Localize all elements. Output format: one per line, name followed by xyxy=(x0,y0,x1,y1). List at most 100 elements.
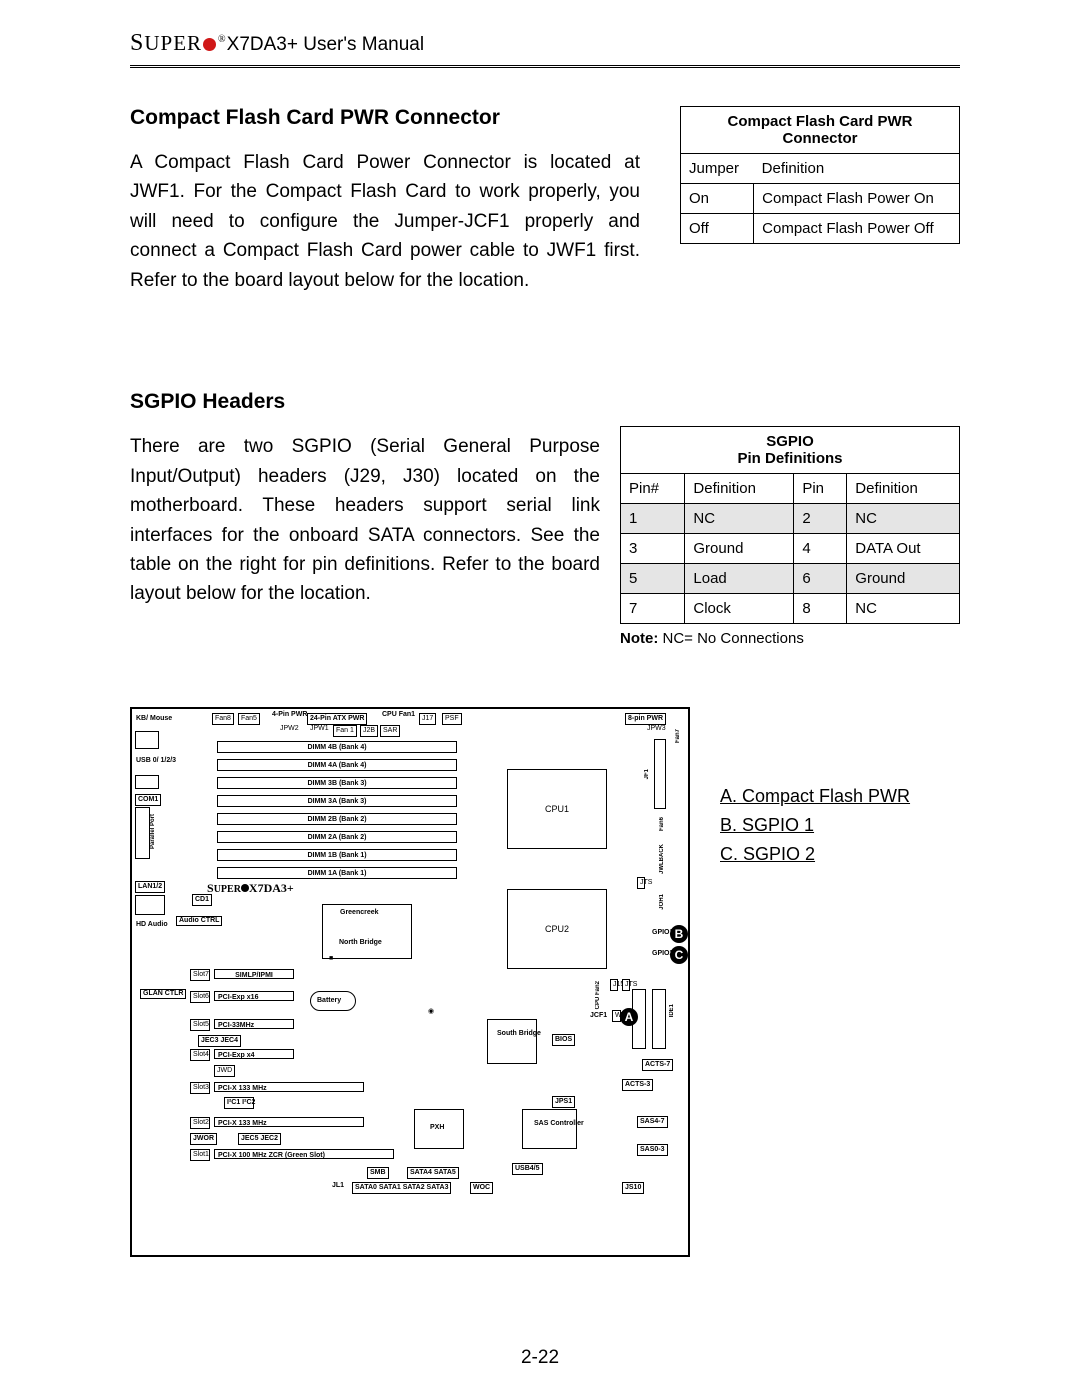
lbl: SAS0-3 xyxy=(637,1144,668,1156)
cf-r2c1: Off xyxy=(681,214,754,244)
lbl: JTS xyxy=(622,979,630,991)
cf-body: A Compact Flash Card Power Connector is … xyxy=(130,148,640,295)
brand-dot xyxy=(203,38,216,51)
lbl: JPW2 xyxy=(280,725,299,732)
sg-h1: Pin# xyxy=(621,474,685,504)
cf-title: Compact Flash Card PWR Connector xyxy=(130,106,640,130)
sgpio-title: SGPIO Headers xyxy=(130,390,600,414)
lbl: JEC3 JEC4 xyxy=(198,1035,241,1047)
sas-ctrl xyxy=(522,1109,577,1149)
lbl: I²C1 I²C2 xyxy=(224,1097,254,1109)
lbl: JEC5 JEC2 xyxy=(238,1133,281,1145)
lbl: Slot1 xyxy=(190,1149,210,1161)
lbl: Slot6 xyxy=(190,991,210,1003)
table-cell: 6 xyxy=(794,564,847,594)
table-cell: 2 xyxy=(794,504,847,534)
cf-table-title: Compact Flash Card PWR Connector xyxy=(681,107,960,154)
lbl: JCF1 xyxy=(590,1012,607,1019)
lbl: Slot5 xyxy=(190,1019,210,1031)
lbl: J17 xyxy=(419,713,436,725)
callout-c: C xyxy=(670,946,688,964)
slot: PCI-X 100 MHz ZCR (Green Slot) xyxy=(214,1149,394,1159)
header-rule xyxy=(130,65,960,68)
cf-r1c2: Compact Flash Power On xyxy=(754,184,960,214)
port-box xyxy=(135,807,150,859)
table-cell: 5 xyxy=(621,564,685,594)
lbl: South Bridge xyxy=(497,1029,541,1038)
port-box xyxy=(135,775,159,789)
table-cell: 8 xyxy=(794,594,847,624)
table-cell: 1 xyxy=(621,504,685,534)
dimm: DIMM 3A (Bank 3) xyxy=(217,795,457,807)
lbl: Fan5 xyxy=(238,713,260,725)
sg-h2: Definition xyxy=(685,474,794,504)
lbl: JS10 xyxy=(622,1182,644,1194)
lbl: ACTS-7 xyxy=(642,1059,673,1071)
board-name: SUPERX7DA3+ xyxy=(207,881,294,896)
cf-h1: Jumper xyxy=(681,154,754,184)
legend-b: B. SGPIO 1 xyxy=(720,811,910,840)
lbl: IDE1 xyxy=(669,1004,675,1017)
lbl: JWLBACK xyxy=(659,844,665,874)
lbl: WOC xyxy=(470,1182,493,1194)
lbl: JWOR xyxy=(190,1133,217,1145)
lbl: Slot4 xyxy=(190,1049,210,1061)
lbl: Battery xyxy=(317,997,341,1004)
dot-icon: ■ xyxy=(329,955,333,962)
dimm: DIMM 1A (Bank 1) xyxy=(217,867,457,879)
lbl: JF1 xyxy=(644,769,650,779)
lbl: North Bridge xyxy=(339,939,382,946)
lbl: JPW1 xyxy=(310,725,329,732)
lbl: PSF xyxy=(442,713,462,725)
cf-r1c1: On xyxy=(681,184,754,214)
lbl: ACTS-3 xyxy=(622,1079,653,1091)
port: LAN1/2 xyxy=(135,881,165,893)
port-box xyxy=(135,895,165,915)
table-cell: 7 xyxy=(621,594,685,624)
port: USB 0/ 1/2/3 xyxy=(136,757,176,765)
cf-h2: Definition xyxy=(754,154,960,184)
lbl: SATA0 SATA1 SATA2 SATA3 xyxy=(352,1182,451,1194)
lbl: Fan6 xyxy=(659,817,665,831)
lbl: PXH xyxy=(430,1124,444,1131)
cf-table: Compact Flash Card PWR Connector Jumper … xyxy=(680,106,960,244)
lbl: SATA4 SATA5 xyxy=(407,1167,459,1179)
dimm: DIMM 2B (Bank 2) xyxy=(217,813,457,825)
legend-c: C. SGPIO 2 xyxy=(720,840,910,869)
lbl: 4-Pin PWR xyxy=(272,711,307,718)
brand-logo: SUPER ® xyxy=(130,30,227,57)
port: HD Audio xyxy=(136,921,168,929)
cpu2: CPU2 xyxy=(507,889,607,969)
south-bridge xyxy=(487,1019,537,1064)
reg-mark: ® xyxy=(218,34,227,45)
dot-icon: ◉ xyxy=(428,1007,434,1015)
legend-a: A. Compact Flash PWR xyxy=(720,782,910,811)
port-box xyxy=(135,731,159,749)
lbl: USB4/5 xyxy=(512,1163,543,1175)
table-cell: 3 xyxy=(621,534,685,564)
table-cell: 4 xyxy=(794,534,847,564)
brand-s: S xyxy=(130,30,144,56)
sg-h3: Pin xyxy=(794,474,847,504)
slot: PCI-X 133 MHz xyxy=(214,1117,364,1127)
cpu1: CPU1 xyxy=(507,769,607,849)
dimm: DIMM 4B (Bank 4) xyxy=(217,741,457,753)
lbl: Fan7 xyxy=(675,729,681,743)
callout-b: B xyxy=(670,925,688,943)
lbl: CPU Fan1 xyxy=(382,711,415,718)
manual-title: X7DA3+ User's Manual xyxy=(227,34,424,56)
sgpio-note: Note: NC= No Connections xyxy=(620,630,960,647)
board-diagram: Fan8 Fan5 4-Pin PWR 24-Pin ATX PWR CPU F… xyxy=(130,707,690,1257)
lbl: J2B xyxy=(360,725,378,737)
dimm: DIMM 4A (Bank 4) xyxy=(217,759,457,771)
sg-h4: Definition xyxy=(847,474,960,504)
lbl: JTS xyxy=(637,877,645,889)
lbl: Greencreek xyxy=(340,909,379,916)
dimm: DIMM 3B (Bank 3) xyxy=(217,777,457,789)
port: COM1 xyxy=(135,794,161,806)
lbl: Fan 1 xyxy=(333,725,357,737)
lbl: Slot3 xyxy=(190,1082,210,1094)
dimm: DIMM 1B (Bank 1) xyxy=(217,849,457,861)
brand-rest: UPER xyxy=(144,31,202,55)
lbl: JPW3 xyxy=(647,725,666,732)
